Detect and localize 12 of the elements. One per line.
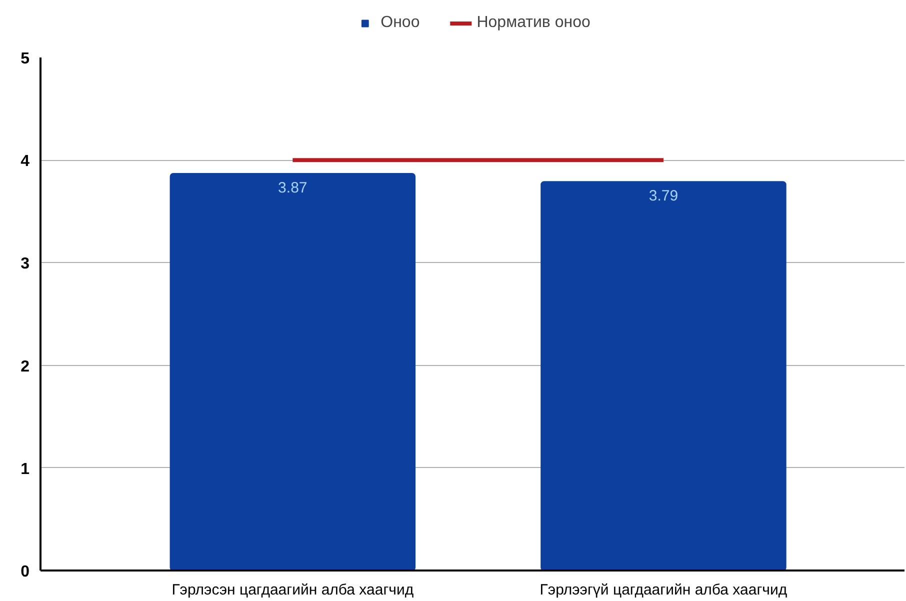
x-tick-label: Гэрлэсэн цагдаагийн алба хаагчид bbox=[172, 582, 414, 598]
legend-label: Норматив оноо bbox=[476, 14, 590, 32]
y-tick-label: 2 bbox=[20, 358, 30, 376]
y-tick-label: 1 bbox=[20, 460, 30, 478]
y-tick-label: 3 bbox=[20, 256, 30, 273]
legend-label: Оноо bbox=[380, 14, 420, 32]
x-tick-label: Гэрлээгүй цагдаагийн алба хаагчид bbox=[540, 582, 788, 598]
y-tick-label: 4 bbox=[20, 153, 30, 170]
data-label: 3.79 bbox=[648, 188, 678, 205]
data-label: 3.87 bbox=[278, 179, 308, 196]
y-tick-label: 5 bbox=[20, 50, 30, 68]
y-tick-label: 0 bbox=[20, 564, 30, 580]
